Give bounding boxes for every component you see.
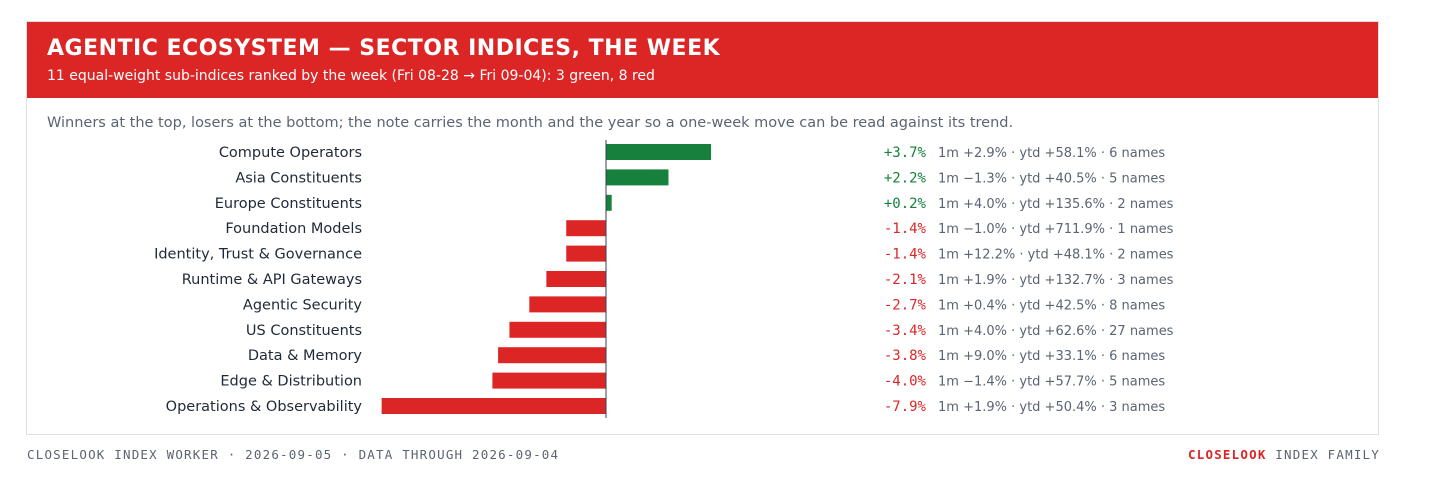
category-label: US Constituents <box>246 323 362 339</box>
row-annotation: 1m +12.2% · ytd +48.1% · 2 names <box>938 248 1174 263</box>
bar <box>606 144 712 160</box>
chart-title: AGENTIC ECOSYSTEM — SECTOR INDICES, THE … <box>47 36 721 61</box>
bar <box>509 321 606 338</box>
row-annotation: 1m +1.9% · ytd +132.7% · 3 names <box>938 273 1174 288</box>
row-annotation: 1m +4.0% · ytd +135.6% · 2 names <box>938 197 1174 212</box>
row-annotation: 1m −1.4% · ytd +57.7% · 5 names <box>938 375 1165 390</box>
row-annotation: 1m −1.0% · ytd +711.9% · 1 names <box>938 222 1174 237</box>
bar <box>606 169 669 186</box>
footer-brand-line: CLOSELOOK INDEX FAMILY <box>1188 447 1380 462</box>
bar <box>381 398 606 414</box>
category-label: Identity, Trust & Governance <box>154 247 362 263</box>
bar <box>492 372 606 389</box>
value-label: -7.9% <box>884 399 927 415</box>
chart-subtitle: 11 equal-weight sub-indices ranked by th… <box>47 68 655 84</box>
value-label: +0.2% <box>884 196 927 212</box>
value-label: -2.7% <box>884 297 927 313</box>
category-label: Data & Memory <box>248 348 363 364</box>
value-label: -1.4% <box>884 247 927 263</box>
value-label: -1.4% <box>884 221 927 237</box>
row-annotation: 1m +4.0% · ytd +62.6% · 27 names <box>938 324 1174 339</box>
bar <box>546 271 606 287</box>
row-annotation: 1m +9.0% · ytd +33.1% · 6 names <box>938 349 1165 364</box>
category-label: Europe Constituents <box>215 196 362 212</box>
value-label: +3.7% <box>884 145 927 161</box>
category-label: Foundation Models <box>225 221 362 237</box>
value-label: -3.8% <box>884 348 927 364</box>
value-label: +2.2% <box>884 170 927 186</box>
footer-brand: CLOSELOOK <box>1188 447 1267 462</box>
chart-note: Winners at the top, losers at the bottom… <box>47 115 1014 131</box>
bar <box>529 296 606 313</box>
category-label: Edge & Distribution <box>220 374 362 390</box>
row-annotation: 1m +2.9% · ytd +58.1% · 6 names <box>938 146 1165 161</box>
bar <box>566 220 606 237</box>
category-label: Runtime & API Gateways <box>182 272 362 288</box>
chart-header: AGENTIC ECOSYSTEM — SECTOR INDICES, THE … <box>27 22 1378 98</box>
row-annotation: 1m +0.4% · ytd +42.5% · 8 names <box>938 298 1165 313</box>
bar <box>606 194 612 211</box>
row-annotation: 1m −1.3% · ytd +40.5% · 5 names <box>938 171 1165 186</box>
value-label: -2.1% <box>884 272 927 288</box>
category-label: Operations & Observability <box>166 399 363 415</box>
category-label: Compute Operators <box>219 145 362 161</box>
bar-chart: Compute Operators +3.7% 1m +2.9% · ytd +58… <box>154 140 1174 418</box>
chart-card: AGENTIC ECOSYSTEM — SECTOR INDICES, THE … <box>26 21 1379 435</box>
footer-source: CLOSELOOK INDEX WORKER · 2026-09-05 · DA… <box>27 447 560 462</box>
bar <box>498 347 606 364</box>
category-label: Asia Constituents <box>235 170 362 186</box>
bar <box>566 245 606 262</box>
footer-brand-rest: INDEX FAMILY <box>1266 447 1380 462</box>
value-label: -4.0% <box>884 374 927 390</box>
category-label: Agentic Security <box>243 297 362 313</box>
row-annotation: 1m +1.9% · ytd +50.4% · 3 names <box>938 400 1165 415</box>
value-label: -3.4% <box>884 323 927 339</box>
